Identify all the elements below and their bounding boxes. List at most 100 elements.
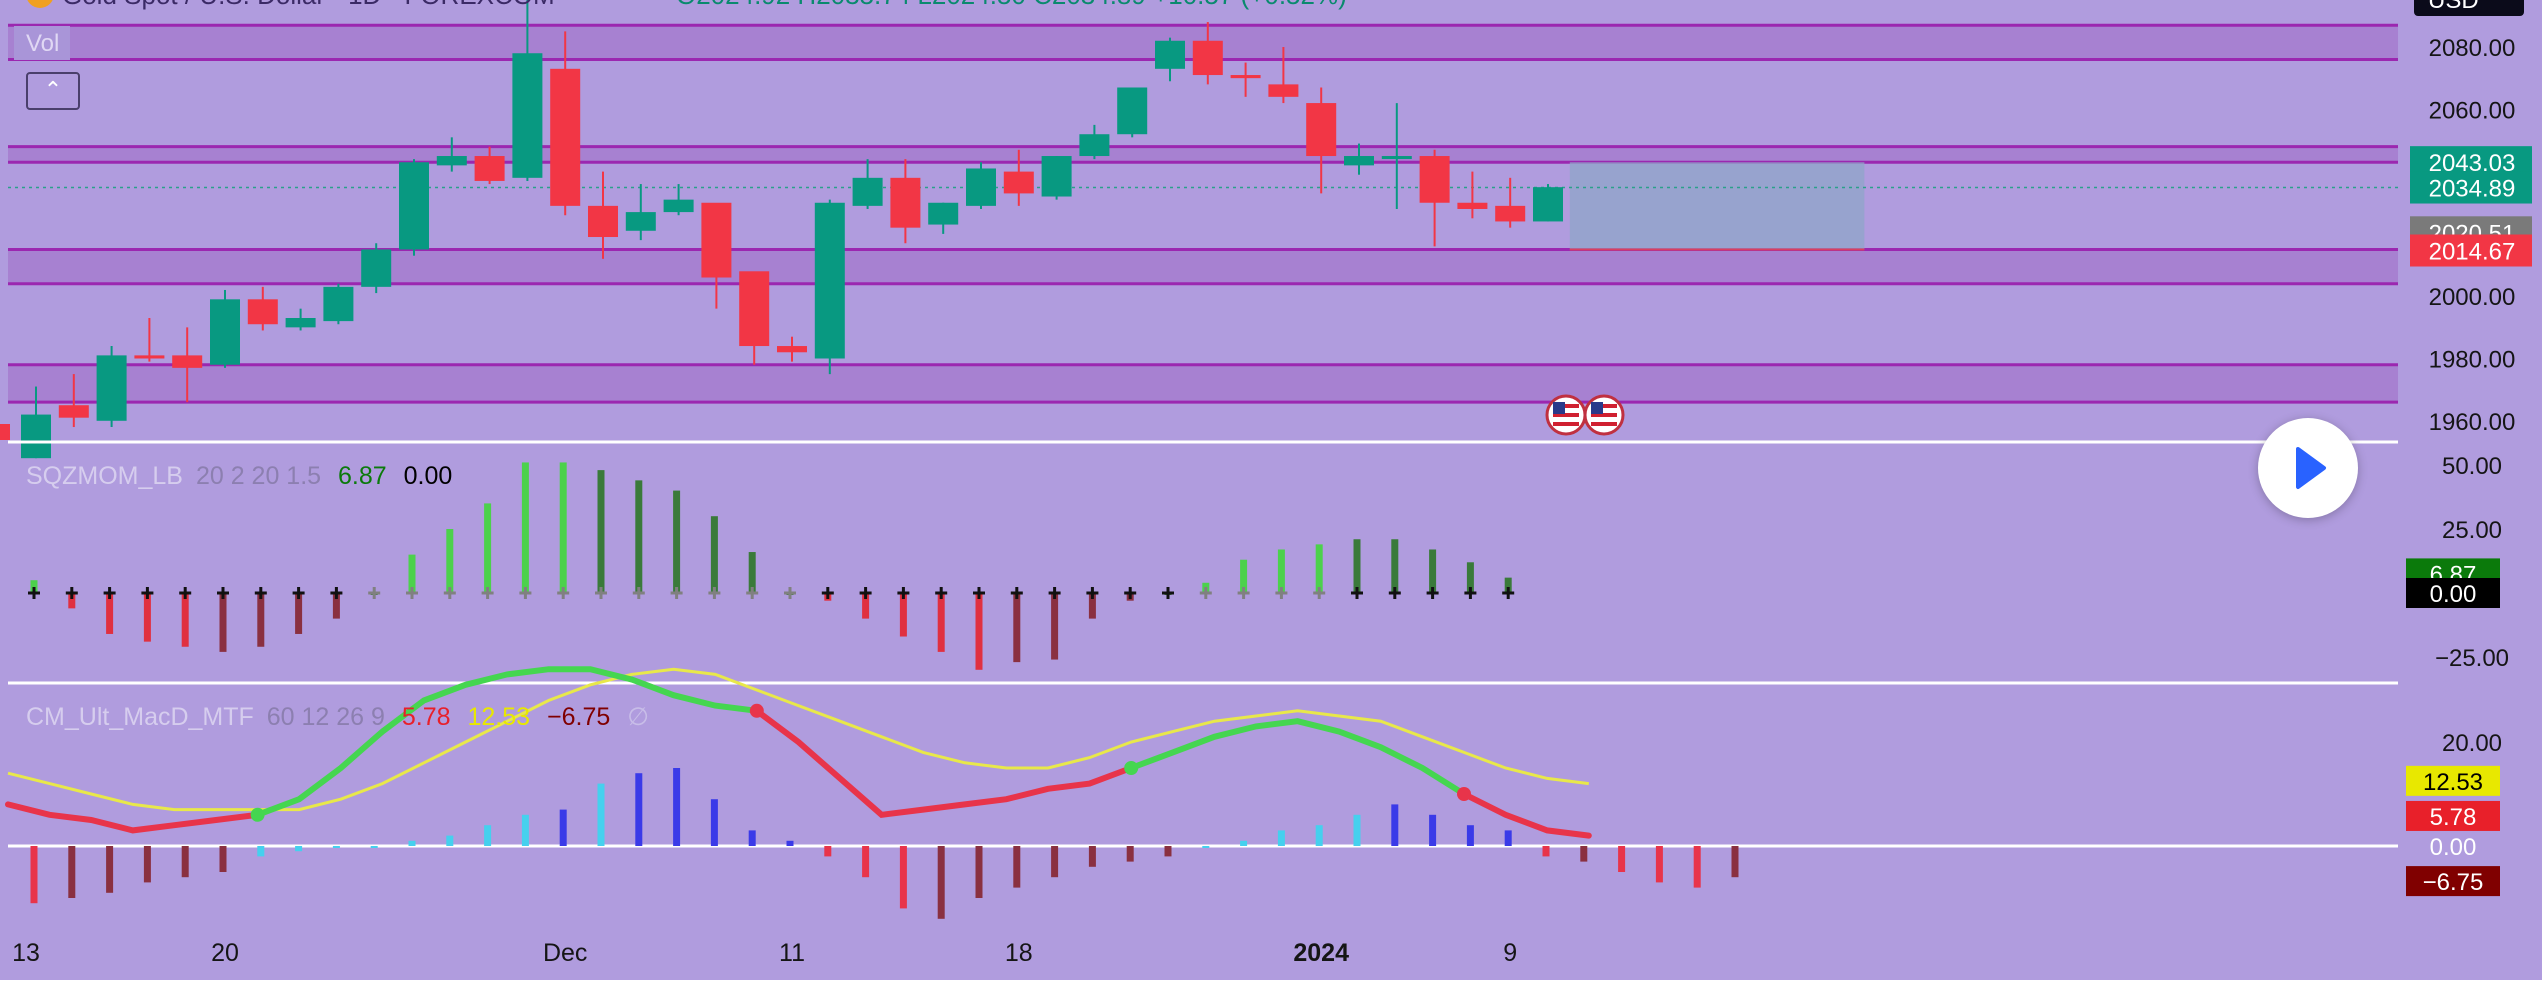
- price-pane[interactable]: [0, 0, 2398, 459]
- candle[interactable]: [399, 162, 429, 250]
- momentum-bar[interactable]: [295, 593, 303, 634]
- candle[interactable]: [550, 68, 581, 206]
- momentum-bar[interactable]: [1391, 539, 1399, 593]
- momentum-bar[interactable]: [1429, 549, 1437, 593]
- histogram-bar[interactable]: [635, 773, 643, 846]
- candle[interactable]: [172, 355, 203, 368]
- momentum-bar[interactable]: [559, 462, 567, 593]
- momentum-bar[interactable]: [484, 503, 492, 593]
- histogram-bar[interactable]: [106, 846, 114, 893]
- histogram-bar[interactable]: [1277, 830, 1285, 846]
- cross-dot[interactable]: [1124, 761, 1139, 775]
- candle[interactable]: [1268, 84, 1299, 97]
- histogram-bar[interactable]: [1164, 846, 1172, 857]
- play-button[interactable]: [2258, 418, 2358, 518]
- momentum-bar[interactable]: [1240, 559, 1248, 593]
- macd-legend[interactable]: CM_Ult_MacD_MTF 60 12 26 9 5.78 12.53 −6…: [26, 703, 649, 731]
- candle[interactable]: [814, 202, 845, 359]
- histogram-bar[interactable]: [748, 830, 756, 846]
- histogram-bar[interactable]: [295, 846, 303, 852]
- momentum-bar[interactable]: [673, 490, 681, 593]
- histogram-bar[interactable]: [1051, 846, 1059, 878]
- candle[interactable]: [1155, 40, 1185, 69]
- histogram-bar[interactable]: [1429, 814, 1437, 846]
- momentum-bar[interactable]: [1013, 593, 1021, 663]
- histogram-bar[interactable]: [899, 846, 907, 909]
- histogram-bar[interactable]: [408, 840, 416, 846]
- histogram-bar[interactable]: [332, 846, 340, 848]
- candle[interactable]: [1079, 134, 1110, 157]
- momentum-bar[interactable]: [257, 593, 265, 647]
- candle[interactable]: [1306, 103, 1337, 157]
- cross-dot[interactable]: [1457, 787, 1471, 801]
- histogram-bar[interactable]: [257, 846, 265, 857]
- macd-line[interactable]: [1128, 718, 1467, 797]
- candle[interactable]: [1041, 156, 1072, 197]
- sqzmom-legend[interactable]: SQZMOM_LB 20 2 20 1.5 6.87 0.00: [26, 462, 452, 490]
- candle[interactable]: [701, 202, 732, 278]
- momentum-bar[interactable]: [597, 470, 605, 593]
- histogram-bar[interactable]: [30, 846, 38, 904]
- momentum-bar[interactable]: [1051, 593, 1059, 660]
- histogram-bar[interactable]: [1504, 830, 1512, 846]
- momentum-bar[interactable]: [1315, 544, 1323, 593]
- macd-line[interactable]: [5, 801, 261, 834]
- momentum-bar[interactable]: [408, 554, 416, 593]
- candle[interactable]: [361, 249, 392, 287]
- histogram-bar[interactable]: [862, 846, 870, 878]
- histogram-bar[interactable]: [1655, 846, 1663, 883]
- histogram-bar[interactable]: [1466, 825, 1474, 846]
- momentum-bar[interactable]: [1466, 562, 1474, 593]
- us-flag-icon[interactable]: [1545, 394, 1587, 436]
- histogram-bar[interactable]: [446, 835, 454, 846]
- candle[interactable]: [210, 299, 240, 365]
- macd-line[interactable]: [1461, 791, 1592, 839]
- cross-dot[interactable]: [250, 807, 265, 822]
- momentum-bar[interactable]: [975, 593, 983, 670]
- histogram-bar[interactable]: [1580, 846, 1588, 862]
- histogram-bar[interactable]: [68, 846, 76, 898]
- candle[interactable]: [928, 202, 959, 225]
- candle[interactable]: [1117, 87, 1148, 135]
- momentum-bar[interactable]: [181, 593, 189, 647]
- momentum-bar[interactable]: [899, 593, 907, 637]
- momentum-bar[interactable]: [1353, 539, 1361, 593]
- histogram-bar[interactable]: [975, 846, 983, 898]
- momentum-bar[interactable]: [30, 580, 38, 593]
- momentum-bar[interactable]: [143, 593, 151, 642]
- histogram-bar[interactable]: [1731, 846, 1739, 878]
- histogram-bar[interactable]: [559, 809, 567, 846]
- histogram-bar[interactable]: [937, 846, 945, 919]
- momentum-bar[interactable]: [446, 529, 454, 593]
- candle[interactable]: [777, 346, 807, 353]
- currency-badge[interactable]: [2414, 0, 2524, 16]
- histogram-bar[interactable]: [710, 799, 718, 846]
- candle[interactable]: [966, 168, 996, 206]
- candle[interactable]: [247, 299, 278, 325]
- cross-dot[interactable]: [749, 703, 764, 718]
- histogram-bar[interactable]: [1618, 846, 1626, 872]
- histogram-bar[interactable]: [143, 846, 151, 883]
- momentum-bar[interactable]: [521, 462, 529, 593]
- momentum-bar[interactable]: [862, 593, 870, 619]
- candle[interactable]: [58, 405, 89, 418]
- candle[interactable]: [1457, 202, 1488, 209]
- candle[interactable]: [512, 53, 543, 178]
- candle[interactable]: [323, 286, 354, 322]
- momentum-bar[interactable]: [1277, 549, 1285, 593]
- candle[interactable]: [1495, 205, 1526, 222]
- histogram-bar[interactable]: [597, 783, 605, 846]
- histogram-bar[interactable]: [1013, 846, 1021, 888]
- candle[interactable]: [1533, 187, 1563, 222]
- momentum-bar[interactable]: [748, 552, 756, 593]
- candle[interactable]: [474, 156, 505, 181]
- histogram-bar[interactable]: [1353, 814, 1361, 846]
- momentum-bar[interactable]: [1504, 577, 1512, 593]
- candle[interactable]: [625, 212, 656, 231]
- macd-line[interactable]: [254, 666, 760, 818]
- histogram-bar[interactable]: [1542, 846, 1550, 857]
- momentum-bar[interactable]: [635, 480, 643, 593]
- momentum-bar[interactable]: [219, 593, 227, 652]
- macd-line[interactable]: [753, 707, 1135, 818]
